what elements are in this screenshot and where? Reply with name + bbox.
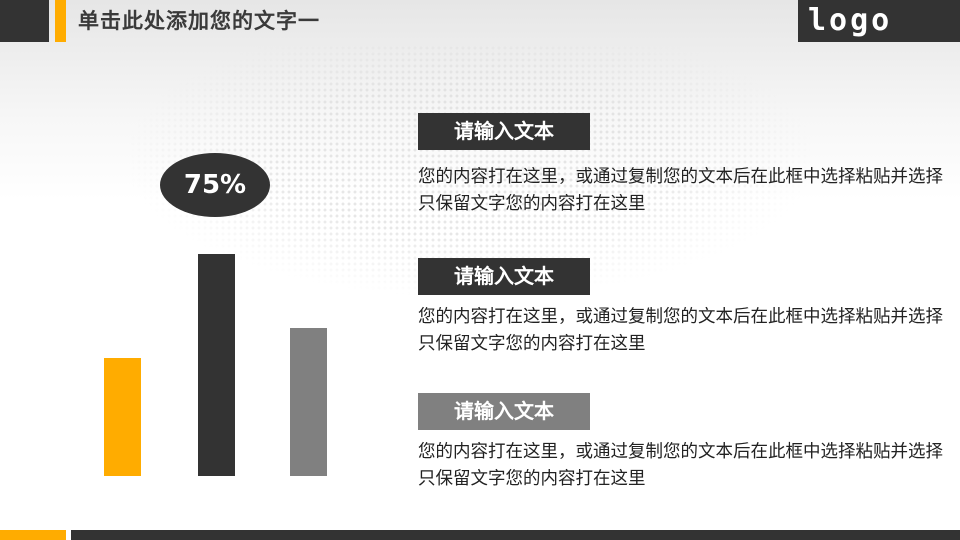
item-text-1[interactable]: 您的内容打在这里，或通过复制您的文本后在此框中选择粘贴并选择只保留文字您的内容打…	[418, 167, 943, 214]
header-dark-block	[0, 0, 49, 42]
page-title[interactable]: 单击此处添加您的文字一	[78, 9, 320, 33]
logo-box	[798, 0, 960, 42]
footer-bar	[71, 530, 960, 540]
item-heading-3[interactable]: 请输入文本	[418, 393, 590, 430]
item-text-3[interactable]: 您的内容打在这里，或通过复制您的文本后在此框中选择粘贴并选择只保留文字您的内容打…	[418, 442, 943, 489]
header-accent-bar	[55, 0, 66, 42]
bar-1	[104, 357, 141, 476]
logo: logo	[808, 3, 893, 38]
bar-2	[198, 254, 235, 476]
data-label-bubble: 75%	[160, 153, 270, 217]
item-heading-1[interactable]: 请输入文本	[418, 113, 590, 150]
footer-accent-bar	[0, 530, 66, 540]
bar-3	[290, 328, 327, 476]
item-heading-2[interactable]: 请输入文本	[418, 258, 590, 295]
item-text-2[interactable]: 您的内容打在这里，或通过复制您的文本后在此框中选择粘贴并选择只保留文字您的内容打…	[418, 307, 943, 354]
